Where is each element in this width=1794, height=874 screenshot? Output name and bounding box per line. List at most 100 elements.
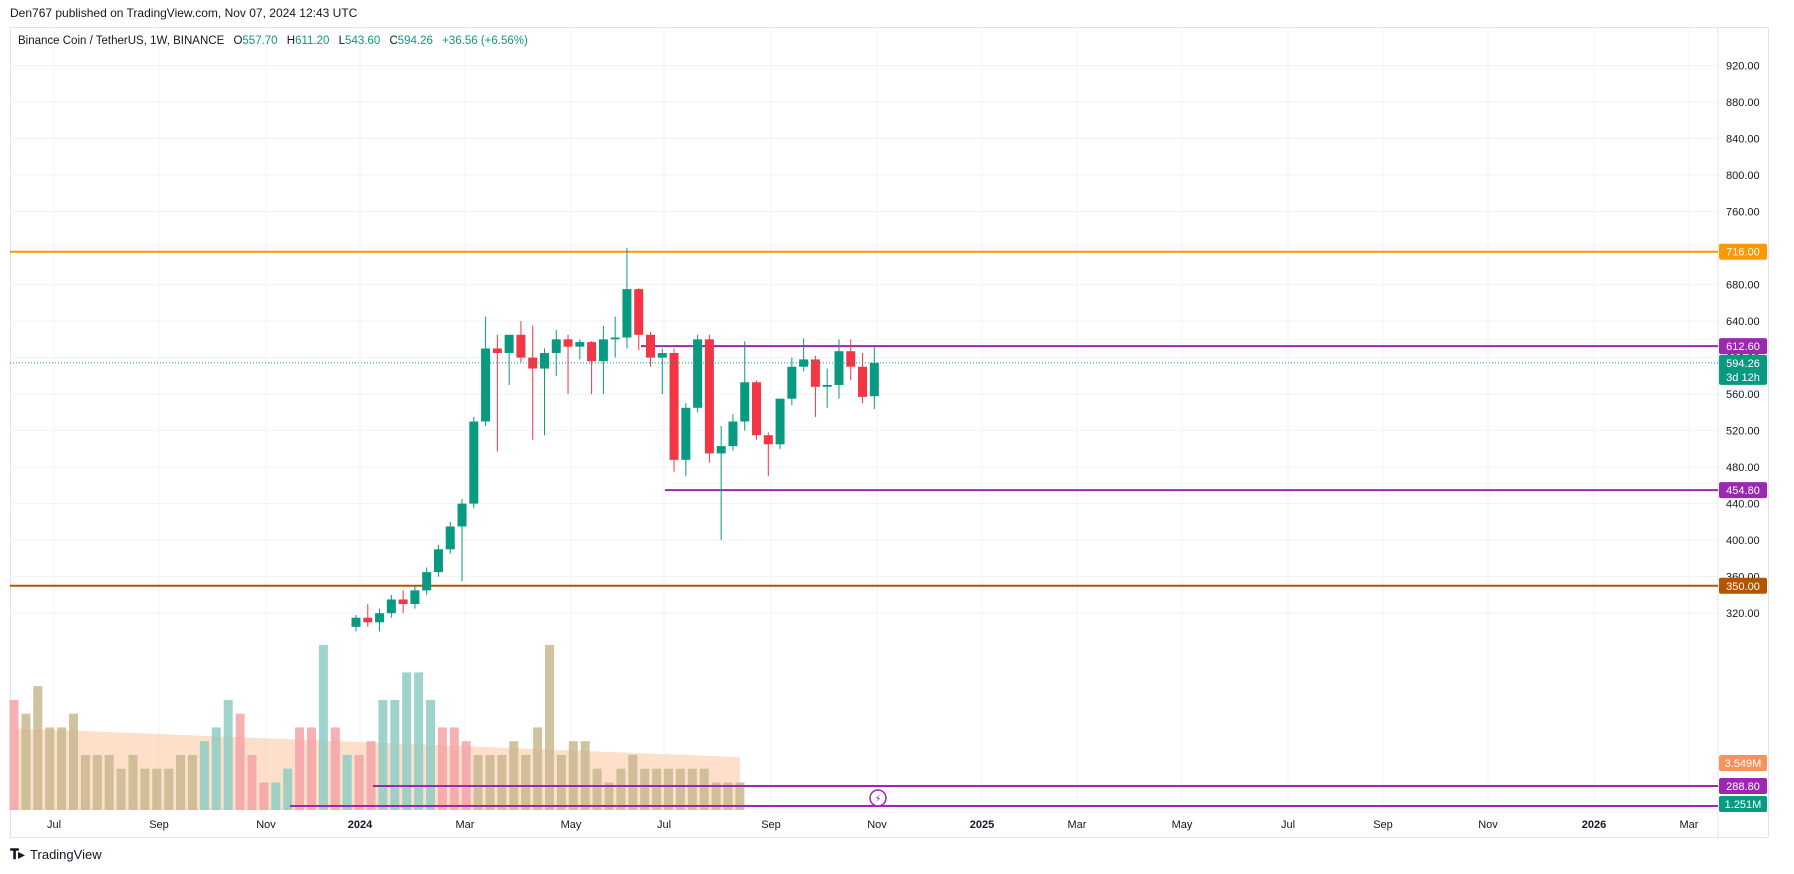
- candle-body: [775, 398, 785, 445]
- candle-body: [704, 339, 714, 454]
- chart-frame[interactable]: [10, 27, 1769, 838]
- volume-bar: [188, 754, 197, 810]
- x-tick-label: Jul: [47, 819, 61, 831]
- footer-brand[interactable]: 𝐓▸ TradingView: [10, 846, 102, 863]
- x-tick-label: Jul: [657, 819, 671, 831]
- volume-bar: [723, 782, 733, 810]
- volume-bar: [604, 782, 614, 810]
- volume-bar: [699, 768, 709, 810]
- current-price-text: 594.26: [1726, 358, 1760, 370]
- candle-body: [834, 351, 844, 385]
- volume-bar: [485, 754, 495, 810]
- y-tick-label: 920.00: [1726, 61, 1760, 73]
- legend-close: 594.26: [397, 35, 433, 47]
- y-tick-label: 880.00: [1726, 97, 1760, 109]
- candle-body: [822, 384, 832, 387]
- candle-body: [869, 362, 879, 397]
- volume-bar: [199, 741, 209, 810]
- y-tick-label: 640.00: [1726, 316, 1760, 328]
- legend-symbol: Binance Coin / TetherUS, 1W, BINANCE: [18, 35, 225, 47]
- candle-body: [363, 617, 373, 623]
- current-price-tag: [1719, 354, 1767, 385]
- volume-bar: [426, 699, 435, 810]
- candle-body: [810, 359, 820, 387]
- lightning-icon: [869, 789, 887, 807]
- x-tick-label: Sep: [1373, 819, 1393, 831]
- x-tick-label: Nov: [867, 819, 887, 831]
- volume-bar: [92, 754, 102, 810]
- volume-tag-288.80: [1719, 778, 1767, 794]
- candle-body: [752, 382, 762, 436]
- volume-bar: [33, 686, 43, 810]
- y-tick-label: 840.00: [1726, 134, 1760, 146]
- x-tick-label: Mar: [456, 819, 475, 831]
- candle-body: [575, 342, 585, 347]
- volume-tag-1.251M: [1719, 796, 1767, 812]
- volume-bar: [104, 754, 114, 810]
- volume-tag-text: 288.80: [1726, 781, 1760, 793]
- volume-bar: [318, 644, 328, 810]
- x-tick-label: 2025: [970, 819, 994, 831]
- volume-tag-text: 1.251M: [1725, 799, 1762, 811]
- legend-close-label: C: [389, 35, 398, 47]
- volume-bar: [57, 727, 67, 810]
- volume-bar: [521, 754, 531, 810]
- x-tick-label: Mar: [1068, 819, 1087, 831]
- y-tick-label: 680.00: [1726, 280, 1760, 292]
- x-tick-label: Jul: [1281, 819, 1295, 831]
- candle-body: [646, 334, 655, 358]
- volume-bar: [473, 754, 483, 810]
- volume-tag-3.549M: [1719, 755, 1767, 771]
- candle-body: [516, 334, 526, 358]
- tradingview-logo-icon: 𝐓▸: [10, 846, 25, 862]
- volume-bar: [735, 782, 745, 810]
- candle-body: [386, 599, 396, 614]
- candle-body: [610, 337, 620, 340]
- volume-bar: [140, 768, 150, 810]
- x-tick-label: May: [1172, 819, 1193, 831]
- volume-bar: [295, 727, 305, 810]
- volume-bar: [414, 672, 424, 810]
- candle-body: [469, 421, 479, 504]
- volume-bar: [21, 713, 31, 810]
- candle-body: [681, 407, 691, 460]
- volume-bar: [354, 754, 364, 810]
- volume-bar: [580, 741, 590, 810]
- volume-bar: [164, 768, 174, 810]
- y-tick-label: 760.00: [1726, 207, 1760, 219]
- legend-low: 543.60: [345, 35, 381, 47]
- volume-bar: [307, 727, 316, 810]
- candle-body: [728, 421, 738, 447]
- y-tick-label: 800.00: [1726, 170, 1760, 182]
- level-tag-text: 612.60: [1726, 341, 1760, 353]
- x-tick-label: Nov: [256, 819, 276, 831]
- volume-bar: [545, 644, 554, 810]
- volume-bar: [497, 754, 507, 810]
- level-tag-716.00: [1719, 243, 1767, 260]
- legend-high-label: H: [286, 35, 296, 47]
- candle-body: [551, 339, 561, 354]
- volume-bar: [80, 754, 90, 810]
- level-tag-text: 454.80: [1726, 485, 1760, 497]
- volume-bar: [176, 754, 186, 810]
- y-tick-label: 400.00: [1726, 535, 1760, 547]
- x-tick-label: 2024: [348, 819, 373, 831]
- volume-bar: [9, 699, 19, 810]
- candle-body: [492, 348, 502, 354]
- volume-bar: [45, 727, 55, 810]
- candle-body: [445, 526, 455, 550]
- candle-body: [410, 590, 420, 605]
- volume-bar: [271, 782, 281, 810]
- volume-bar: [711, 782, 721, 810]
- candle-body: [657, 353, 667, 358]
- volume-bar: [152, 768, 162, 810]
- volume-bar: [211, 727, 221, 810]
- candle-body: [763, 435, 773, 445]
- volume-bar: [390, 699, 400, 810]
- volume-bar: [687, 768, 697, 810]
- volume-bar: [366, 741, 376, 810]
- volume-bar: [116, 768, 126, 810]
- chart-legend: Binance Coin / TetherUS, 1W, BINANCE O55…: [18, 35, 528, 47]
- volume-bar: [568, 741, 578, 810]
